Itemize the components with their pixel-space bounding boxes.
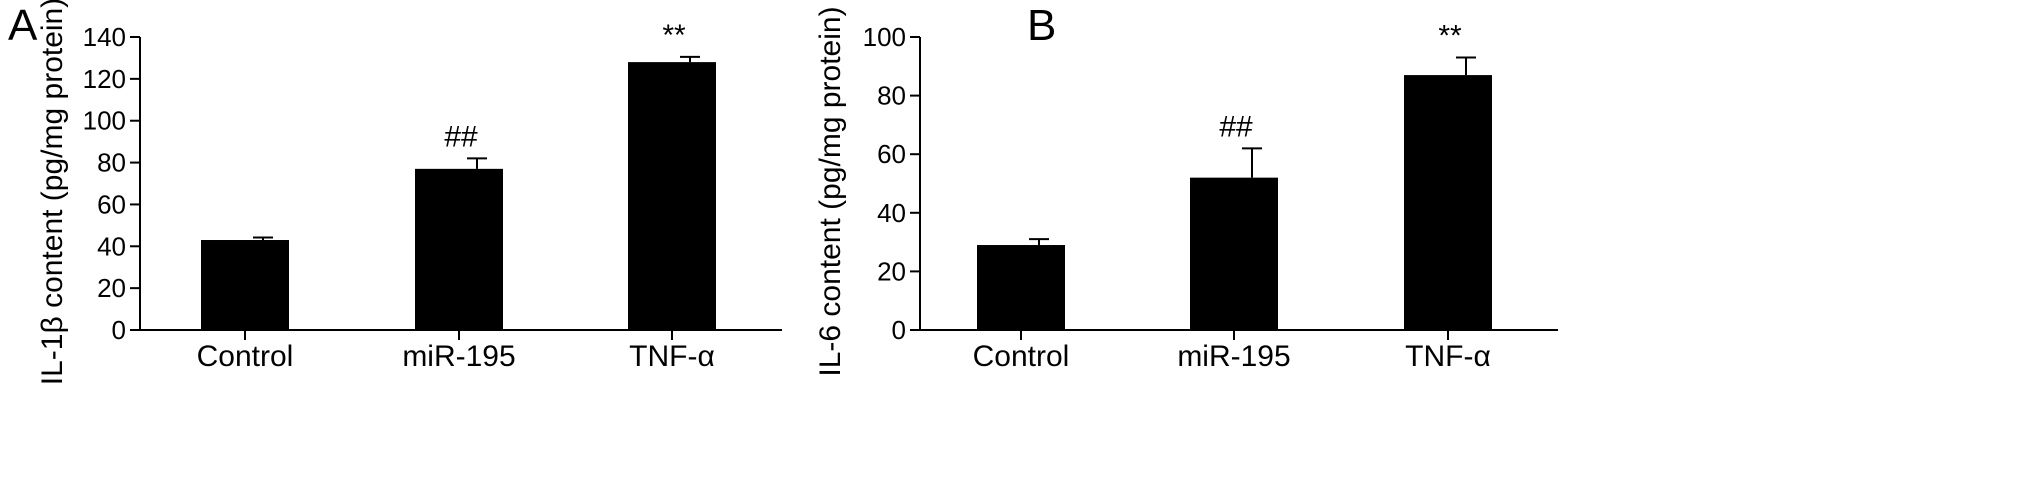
y-tick-label: 0 <box>892 315 906 345</box>
category-label: miR-195 <box>1177 340 1290 373</box>
y-tick-label: 100 <box>83 106 126 136</box>
significance-label: ** <box>1438 20 1462 53</box>
y-tick-label: 40 <box>97 231 126 261</box>
y-tick-label: 20 <box>877 256 906 286</box>
y-tick-label: 140 <box>83 22 126 52</box>
significance-label: ** <box>662 19 686 52</box>
category-label: Control <box>973 340 1070 373</box>
significance-label: ## <box>1219 110 1253 143</box>
y-axis-title: IL-6 content (pg/mg protein) <box>814 6 847 376</box>
y-tick-label: 60 <box>97 189 126 219</box>
category-label: TNF-α <box>1405 340 1491 373</box>
panel-a: A 0 20 40 60 80 100 120 140 IL-1β content (pg/mg … <box>8 0 782 385</box>
panel-b: B 0 20 40 60 80 100 IL-6 content (pg/mg protein… <box>814 1 1558 377</box>
category-label: miR-195 <box>402 340 515 373</box>
y-tick-label: 80 <box>97 148 126 178</box>
bar <box>201 240 289 330</box>
y-tick-label: 120 <box>83 64 126 94</box>
y-tick-label: 80 <box>877 81 906 111</box>
y-tick-label: 0 <box>112 315 126 345</box>
category-label: TNF-α <box>629 340 715 373</box>
y-tick-label: 40 <box>877 198 906 228</box>
y-tick-label: 20 <box>97 273 126 303</box>
panel-letter: A <box>8 1 38 50</box>
bar <box>1190 177 1278 330</box>
bar <box>1404 75 1492 330</box>
y-tick-label: 60 <box>877 139 906 169</box>
bar <box>415 168 503 330</box>
panel-letter: B <box>1027 1 1056 50</box>
y-tick-label: 100 <box>863 22 906 52</box>
significance-label: ## <box>444 120 478 153</box>
bar <box>977 245 1065 330</box>
category-label: Control <box>197 340 294 373</box>
bar <box>628 62 716 330</box>
y-axis-title: IL-1β content (pg/mg protein) <box>36 0 69 385</box>
